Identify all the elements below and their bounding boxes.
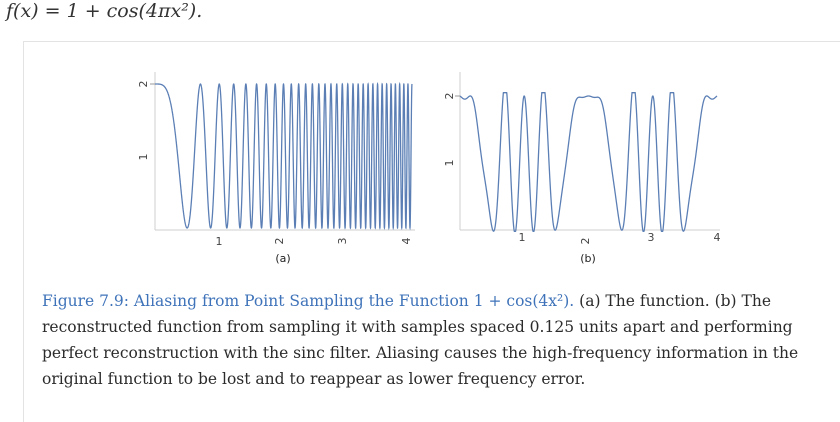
plot-a: 2 1 1 2 3 4 (a) bbox=[137, 72, 415, 265]
figure-card bbox=[23, 41, 840, 422]
plot-b-ytick-label-1: 1 bbox=[443, 160, 456, 167]
plot-b: 2 1 1 2 3 4 (b) bbox=[443, 72, 721, 265]
plot-b-xtick-label-3: 3 bbox=[648, 231, 655, 244]
plot-a-xtick-label-1: 1 bbox=[216, 235, 223, 248]
figure-caption-label: Figure 7.9: Aliasing from Point Sampling… bbox=[42, 292, 575, 310]
figure-caption-body: (a) The function. (b) The reconstructed … bbox=[42, 292, 799, 388]
plot-b-ytick-label-2: 2 bbox=[443, 93, 456, 100]
plot-a-xtick-label-4: 4 bbox=[400, 238, 413, 245]
plot-b-xtick-label-4: 4 bbox=[714, 231, 721, 244]
plot-a-curve bbox=[155, 81, 413, 231]
figure-caption: Figure 7.9: Aliasing from Point Sampling… bbox=[42, 288, 802, 392]
plot-a-panel-label: (a) bbox=[275, 252, 290, 265]
plot-b-xtick-label-2: 2 bbox=[579, 238, 592, 245]
plot-a-ytick-label-1: 1 bbox=[137, 154, 150, 161]
plot-a-ytick-label-2: 2 bbox=[137, 81, 150, 88]
plot-a-xtick-label-2: 2 bbox=[273, 238, 286, 245]
plot-b-xtick-label-1: 1 bbox=[519, 231, 526, 244]
figure-plots: 2 1 1 2 3 4 (a) 2 1 1 2 3 4 (b) bbox=[137, 72, 721, 265]
equation-text: f(x) = 1 + cos(4πx²). bbox=[6, 0, 203, 22]
plot-b-panel-label: (b) bbox=[580, 252, 596, 265]
plot-a-xtick-label-3: 3 bbox=[336, 238, 349, 245]
plot-b-curve bbox=[459, 92, 718, 232]
